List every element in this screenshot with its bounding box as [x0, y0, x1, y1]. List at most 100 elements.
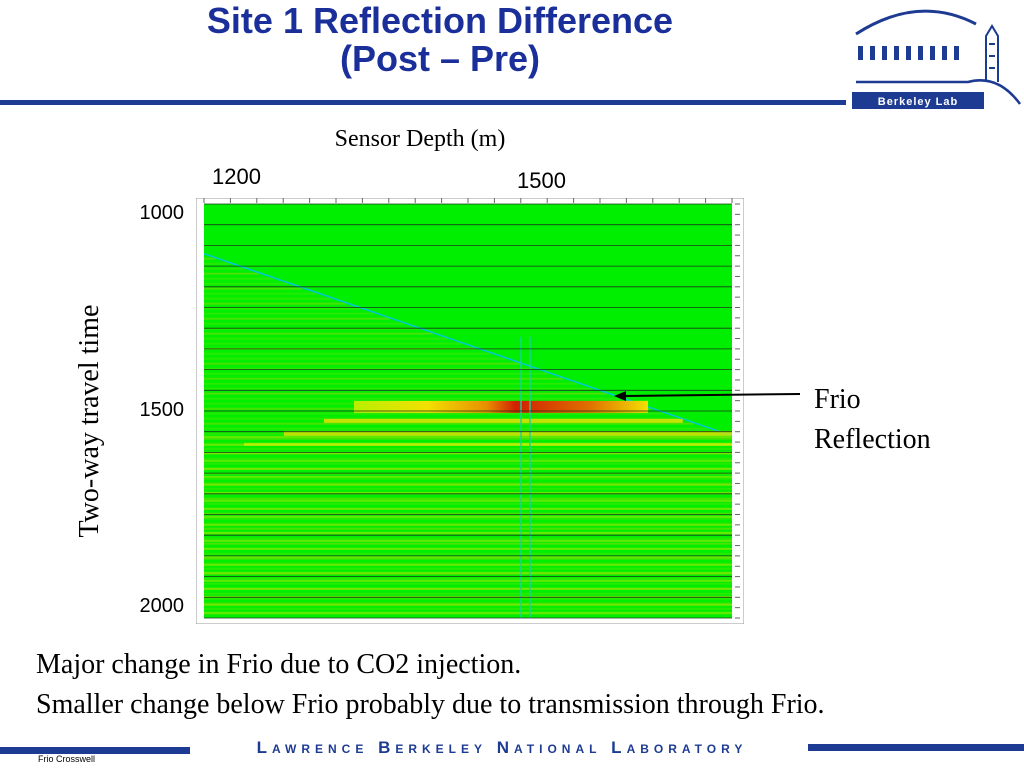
- transmission-band: [204, 523, 732, 526]
- anomaly-band: [204, 357, 506, 360]
- anomaly-band: [204, 287, 303, 290]
- annotation-line-1: Frio: [814, 384, 861, 415]
- logo-text: Berkeley Lab: [878, 96, 958, 108]
- below-frio-anomaly: [244, 442, 732, 446]
- transmission-band: [204, 563, 732, 566]
- caption-line-1: Major change in Frio due to CO2 injectio…: [36, 649, 522, 680]
- anomaly-band: [204, 387, 593, 390]
- logo-marks: [858, 46, 959, 60]
- y-axis-title: Two-way travel time: [74, 304, 105, 538]
- anomaly-band: [204, 367, 535, 370]
- transmission-band: [204, 507, 732, 510]
- frio-secondary-anomaly: [324, 418, 683, 423]
- anomaly-band: [204, 297, 332, 300]
- transmission-band: [204, 579, 732, 582]
- anomaly-band: [204, 392, 607, 395]
- transmission-band: [204, 515, 732, 518]
- campanile-icon: [985, 24, 999, 82]
- anomaly-band: [204, 382, 578, 385]
- transmission-band: [204, 555, 732, 558]
- anomaly-band: [204, 477, 732, 480]
- anomaly-band: [204, 332, 433, 335]
- anomaly-band: [204, 312, 376, 315]
- reflection-difference-plot: [196, 198, 744, 624]
- title-line-2: (Post – Pre): [339, 38, 541, 79]
- anomaly-band: [204, 597, 732, 600]
- anomaly-band: [204, 527, 732, 530]
- caption-line-2: Smaller change below Frio probably due t…: [36, 689, 825, 720]
- title-rule: [0, 100, 846, 105]
- transmission-band: [204, 491, 732, 494]
- logo-arc: [855, 9, 977, 36]
- anomaly-band: [204, 457, 732, 460]
- anomaly-band: [204, 577, 732, 580]
- anomaly-band: [204, 282, 289, 285]
- anomaly-band: [204, 487, 732, 490]
- anomaly-band: [204, 482, 732, 485]
- logo-ground: [856, 79, 1022, 105]
- footer-rule-left: [0, 747, 190, 754]
- y-tick-1000: 1000: [139, 202, 185, 224]
- anomaly-band: [204, 262, 231, 265]
- transmission-band: [204, 539, 732, 542]
- title-line-1: Site 1 Reflection Difference: [206, 0, 674, 41]
- anomaly-band: [204, 292, 318, 295]
- anomaly-band: [204, 562, 732, 565]
- anomaly-band: [204, 522, 732, 525]
- transmission-band: [204, 595, 732, 598]
- below-frio-anomaly: [284, 430, 732, 436]
- gridlines: [204, 203, 732, 619]
- transmission-band: [204, 483, 732, 486]
- caption: Major change in Frio due to CO2 injectio…: [36, 645, 825, 725]
- x-tick-1200: 1200: [212, 164, 261, 189]
- y-tick-1500: 1500: [139, 399, 185, 421]
- anomaly-band: [204, 512, 732, 515]
- transmission-band: [204, 547, 732, 550]
- annotation-arrow: [614, 391, 801, 401]
- slide-id: Frio Crosswell: [38, 754, 96, 764]
- anomaly-band: [204, 537, 732, 540]
- footer-rule-right: [808, 744, 1024, 751]
- anomaly-band: [204, 472, 732, 475]
- anomaly-band: [204, 302, 347, 305]
- transmission-band: [204, 435, 732, 438]
- x-axis-title: Sensor Depth (m): [334, 126, 506, 152]
- anomaly-band: [204, 422, 694, 425]
- frio-reflection-label: Frio Reflection: [814, 380, 931, 460]
- anomaly-band: [204, 277, 274, 280]
- anomaly-band: [204, 552, 732, 555]
- anomaly-band: [204, 362, 520, 365]
- transmission-band: [204, 603, 732, 606]
- transmission-band: [204, 571, 732, 574]
- anomaly-band: [204, 412, 665, 415]
- transmission-band: [204, 475, 732, 478]
- transmission-band: [204, 587, 732, 590]
- anomaly-band: [204, 337, 448, 340]
- transmission-band: [204, 531, 732, 534]
- anomaly-band: [204, 417, 680, 420]
- anomaly-band: [204, 372, 549, 375]
- anomaly-band: [204, 557, 732, 560]
- anomaly-band: [204, 327, 419, 330]
- slide-title: Site 1 Reflection Difference (Post – Pre…: [60, 2, 820, 78]
- anomaly-band: [204, 447, 732, 450]
- transmission-band: [204, 451, 732, 454]
- anomaly-band: [204, 437, 732, 440]
- footer-lab-name: Lawrence Berkeley National Laboratory: [256, 738, 748, 757]
- x-tick-1500: 1500: [517, 168, 566, 193]
- anomaly-band: [204, 582, 732, 585]
- anomaly-band: [204, 397, 622, 400]
- anomaly-band: [204, 567, 732, 570]
- anomaly-band: [204, 322, 404, 325]
- annotation-line-2: Reflection: [814, 424, 931, 455]
- logo-banner: [852, 92, 984, 109]
- y-tick-2000: 2000: [139, 595, 185, 617]
- anomaly-band: [204, 342, 462, 345]
- frio-reflection-anomaly: [354, 400, 648, 413]
- anomaly-band: [204, 352, 491, 355]
- anomaly-band: [204, 427, 709, 430]
- axis-ticks: [203, 198, 740, 619]
- anomaly-band: [204, 317, 390, 320]
- anomaly-band: [204, 462, 732, 465]
- anomaly-band: [204, 602, 732, 605]
